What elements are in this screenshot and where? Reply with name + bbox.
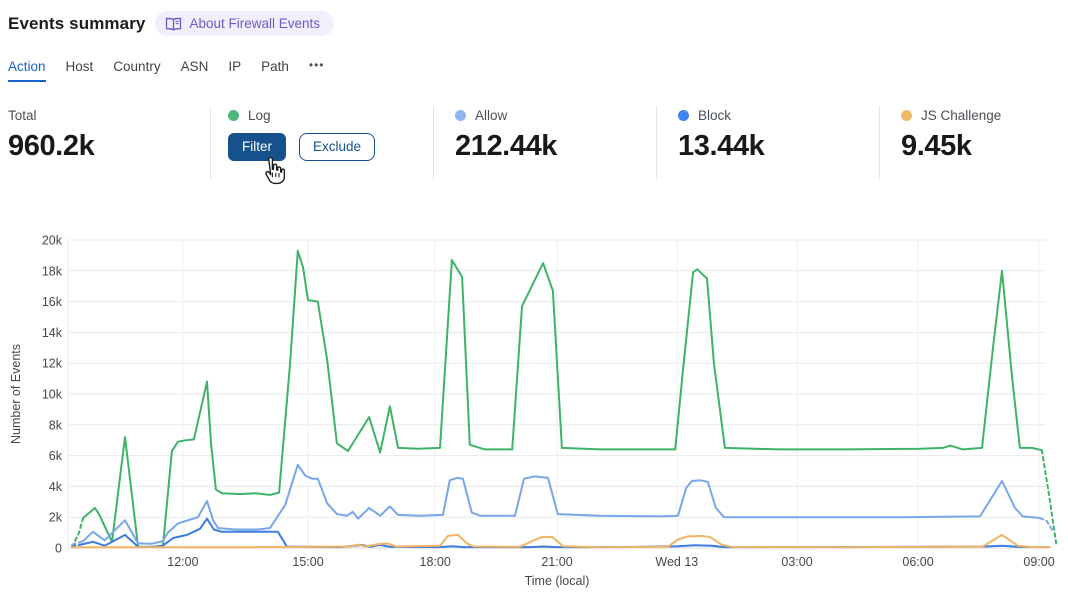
tab-action[interactable]: Action (8, 59, 46, 82)
total-value: 960.2k (8, 130, 95, 162)
svg-text:06:00: 06:00 (902, 555, 933, 569)
allow-dot (455, 109, 466, 121)
svg-text:Time (local): Time (local) (525, 574, 590, 588)
svg-text:0: 0 (55, 542, 62, 556)
chart-svg[interactable]: 0 2k 4k 6k 8k 10k 12k 14k 16k 18k 20k 12:00 15:00 18:… (0, 225, 1068, 598)
tab-host[interactable]: Host (65, 59, 94, 74)
tab-bar: Action Host Country ASN IP Path ••• (8, 58, 325, 82)
filter-button[interactable]: Filter (228, 133, 286, 162)
divider (879, 106, 880, 180)
svg-text:18:00: 18:00 (420, 555, 451, 569)
tab-more[interactable]: ••• (308, 58, 325, 72)
tab-ip[interactable]: IP (228, 59, 242, 74)
svg-text:21:00: 21:00 (541, 555, 572, 569)
svg-text:Number of Events: Number of Events (9, 344, 23, 444)
svg-text:12:00: 12:00 (167, 555, 198, 569)
tab-path[interactable]: Path (261, 59, 289, 74)
hand-cursor-icon (265, 157, 285, 185)
log-dot (228, 109, 239, 121)
svg-text:14k: 14k (42, 326, 63, 340)
block-value: 13.44k (678, 130, 765, 162)
allow-value: 212.44k (455, 130, 558, 162)
js-challenge-dot (901, 109, 912, 121)
about-firewall-events-link[interactable]: About Firewall Events (155, 11, 335, 36)
allow-label: Allow (475, 107, 508, 123)
svg-text:8k: 8k (49, 418, 63, 432)
svg-text:16k: 16k (42, 295, 63, 309)
svg-text:6k: 6k (49, 449, 63, 463)
svg-text:20k: 20k (42, 234, 63, 248)
svg-text:18k: 18k (42, 264, 63, 278)
block-dot (678, 109, 689, 121)
card-log: Log Filter Exclude (228, 107, 376, 162)
block-label: Block (698, 107, 732, 123)
svg-text:Wed 13: Wed 13 (655, 555, 698, 569)
about-badge-label: About Firewall Events (189, 16, 321, 31)
js-challenge-value: 9.45k (901, 130, 972, 162)
svg-text:12k: 12k (42, 357, 63, 371)
log-label: Log (248, 107, 271, 123)
card-block: Block 13.44k (678, 107, 765, 162)
exclude-button[interactable]: Exclude (299, 133, 376, 162)
card-allow: Allow 212.44k (455, 107, 557, 161)
events-time-series-chart[interactable]: 0 2k 4k 6k 8k 10k 12k 14k 16k 18k 20k 12:00 15:00 18:… (0, 225, 1068, 598)
header: Events summary About Firewall Events (8, 11, 335, 36)
open-book-icon (166, 17, 182, 31)
js-challenge-label: JS Challenge (921, 107, 1002, 123)
divider (656, 106, 657, 180)
tab-country[interactable]: Country (113, 59, 161, 74)
divider (210, 106, 211, 180)
card-js-challenge: JS Challenge 9.45k (901, 107, 1001, 161)
svg-text:09:00: 09:00 (1023, 555, 1054, 569)
svg-text:4k: 4k (49, 480, 63, 494)
tab-asn[interactable]: ASN (180, 59, 209, 74)
card-total: Total 960.2k (8, 107, 95, 162)
svg-text:15:00: 15:00 (292, 555, 323, 569)
svg-text:03:00: 03:00 (781, 555, 812, 569)
divider (433, 106, 434, 180)
svg-text:10k: 10k (42, 388, 63, 402)
total-label: Total (8, 107, 37, 123)
svg-text:2k: 2k (49, 511, 63, 525)
page-title: Events summary (8, 13, 146, 33)
